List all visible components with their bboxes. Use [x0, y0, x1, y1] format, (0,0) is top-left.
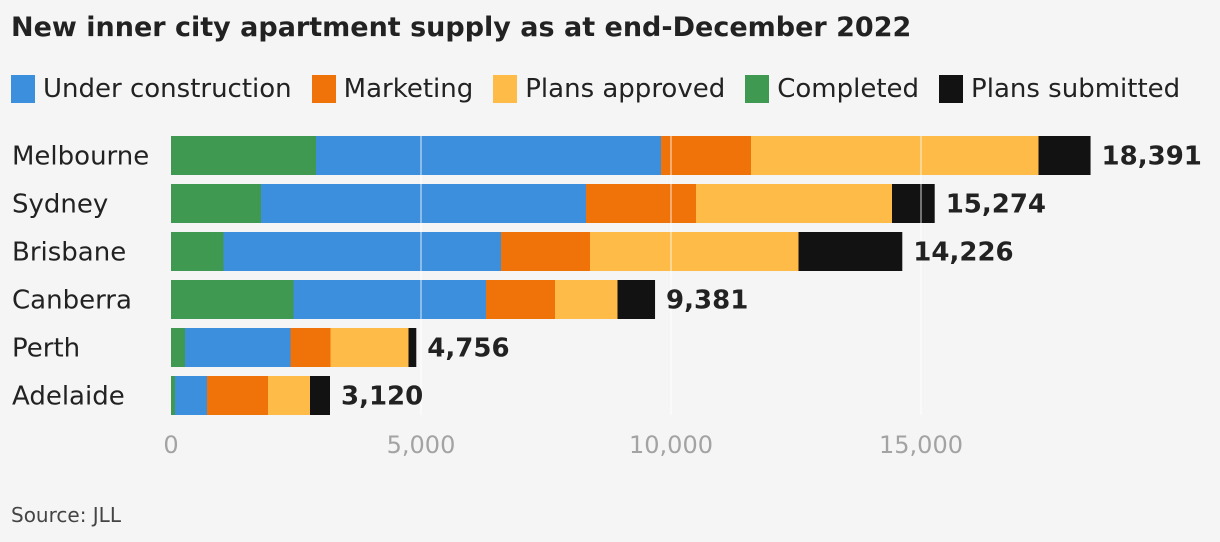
category-label-perth: Perth [12, 334, 80, 364]
category-label-adelaide: Adelaide [12, 382, 125, 412]
bar-perth-completed [171, 328, 185, 367]
total-label-perth: 4,756 [427, 334, 509, 364]
bar-perth-plans-submitted [408, 328, 417, 367]
category-label-sydney: Sydney [12, 190, 108, 220]
bars-group [171, 136, 1091, 415]
legend-item-completed: Completed [745, 74, 919, 104]
bar-adelaide-marketing [207, 376, 268, 415]
bar-melbourne-under-construction [316, 136, 661, 175]
chart-legend: Under construction Marketing Plans approve… [11, 74, 1200, 104]
bar-adelaide-under-construction [175, 376, 207, 415]
bar-melbourne-plans-submitted [1038, 136, 1091, 175]
category-label-brisbane: Brisbane [12, 238, 126, 268]
legend-item-under-construction: Under construction [11, 74, 292, 104]
x-tick-label-0: 0 [163, 431, 178, 459]
bar-sydney-under-construction [261, 184, 586, 223]
gridlines-group [420, 136, 922, 415]
chart-title: New inner city apartment supply as at en… [11, 12, 912, 43]
x-tick-label-15-000: 15,000 [879, 431, 963, 459]
legend-swatch-completed [745, 75, 770, 103]
legend-swatch-plans-approved [493, 75, 518, 103]
legend-swatch-plans-submitted [939, 75, 964, 103]
labels-group: Melbourne 18,391 Sydney 15,274 Brisbane 14,22… [12, 142, 1202, 460]
bar-sydney-plans-submitted [892, 184, 935, 223]
category-label-canberra: Canberra [12, 286, 132, 316]
bar-adelaide-plans-approved [268, 376, 310, 415]
bar-brisbane-plans-approved [590, 232, 799, 271]
bar-canberra-plans-approved [555, 280, 618, 319]
legend-label: Under construction [43, 74, 292, 104]
legend-label: Plans submitted [971, 74, 1181, 104]
legend-swatch-under-construction [11, 75, 35, 103]
bar-melbourne-marketing [661, 136, 751, 175]
bar-melbourne-plans-approved [751, 136, 1039, 175]
bar-canberra-under-construction [293, 280, 486, 319]
bar-adelaide-completed [171, 376, 175, 415]
legend-label: Marketing [343, 74, 474, 104]
total-label-adelaide: 3,120 [341, 382, 423, 412]
bar-canberra-completed [171, 280, 294, 319]
bar-brisbane-under-construction [223, 232, 501, 271]
legend-item-plans-approved: Plans approved [493, 74, 725, 104]
bar-canberra-marketing [486, 280, 555, 319]
bar-adelaide-plans-submitted [310, 376, 330, 415]
bar-brisbane-completed [171, 232, 224, 271]
bar-perth-marketing [290, 328, 331, 367]
category-label-melbourne: Melbourne [12, 142, 149, 172]
bar-perth-plans-approved [330, 328, 409, 367]
bar-sydney-completed [171, 184, 261, 223]
legend-item-marketing: Marketing [311, 74, 474, 104]
bar-melbourne-completed [171, 136, 316, 175]
legend-swatch-marketing [311, 75, 336, 103]
legend-item-plans-submitted: Plans submitted [939, 74, 1180, 104]
bar-sydney-plans-approved [696, 184, 892, 223]
legend-label: Completed [777, 74, 920, 104]
total-label-canberra: 9,381 [666, 286, 748, 316]
bar-sydney-marketing [586, 184, 696, 223]
legend-label: Plans approved [525, 74, 726, 104]
bar-brisbane-marketing [501, 232, 590, 271]
total-label-brisbane: 14,226 [913, 238, 1013, 268]
bar-canberra-plans-submitted [617, 280, 656, 319]
x-tick-label-5-000: 5,000 [387, 431, 456, 459]
source-note: Source: JLL [11, 503, 121, 527]
bar-perth-under-construction [185, 328, 291, 367]
bar-brisbane-plans-submitted [798, 232, 903, 271]
total-label-sydney: 15,274 [946, 190, 1046, 220]
x-tick-label-10-000: 10,000 [629, 431, 713, 459]
total-label-melbourne: 18,391 [1102, 142, 1202, 172]
